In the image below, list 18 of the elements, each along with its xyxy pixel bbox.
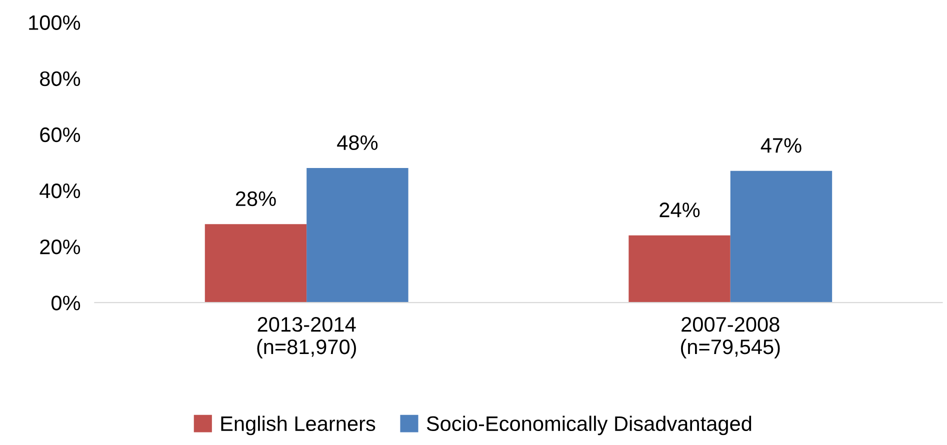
- x-tick-label: 2013-2014 (n=81,970): [257, 317, 356, 358]
- data-label: 48%: [337, 135, 378, 150]
- data-label: 28%: [236, 191, 276, 206]
- x-tick-label: 2007-2008 (n=79,545): [680, 317, 780, 358]
- bar: [730, 170, 832, 303]
- y-tick-label: 60%: [40, 127, 80, 142]
- bar: [306, 168, 408, 303]
- y-tick-label: 100%: [29, 15, 80, 30]
- legend-label: English Learners: [221, 416, 376, 436]
- y-tick-label: 20%: [40, 240, 80, 254]
- y-tick-label: 80%: [40, 71, 80, 86]
- data-label: 47%: [760, 138, 802, 153]
- bar: [204, 224, 307, 303]
- legend-label: Socio-Economically Disadvantaged: [426, 416, 752, 436]
- bar: [628, 235, 730, 303]
- data-label: 24%: [660, 202, 700, 218]
- y-tick-label: 40%: [40, 183, 80, 198]
- y-tick-label: 0%: [52, 296, 80, 310]
